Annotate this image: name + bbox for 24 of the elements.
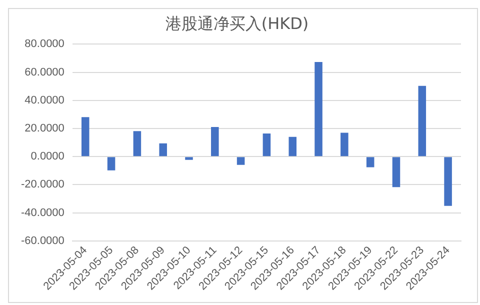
bar	[185, 157, 193, 160]
bar	[444, 157, 452, 206]
bar	[288, 136, 297, 156]
bar	[81, 117, 90, 156]
y-tick-label: 0.0000	[30, 150, 64, 163]
y-tick-label: -60.0000	[20, 234, 64, 247]
y-tick-label: 20.0000	[24, 122, 64, 135]
bar	[340, 132, 348, 156]
bar	[159, 143, 167, 156]
bar	[392, 157, 400, 188]
chart-title: 港股通净买入(HKD)	[165, 14, 309, 33]
y-tick-label: -40.0000	[20, 206, 64, 219]
bar	[314, 62, 322, 156]
bar	[418, 86, 426, 156]
y-tick-label: -20.0000	[20, 178, 64, 191]
bar	[133, 131, 142, 156]
bar	[211, 126, 219, 156]
bar	[366, 157, 374, 168]
y-tick-label: 60.0000	[24, 66, 64, 78]
y-tick-label: 40.0000	[24, 94, 64, 106]
bar	[107, 157, 116, 170]
y-tick-label: 80.0000	[24, 38, 64, 50]
bar	[262, 134, 271, 156]
bar	[236, 157, 245, 165]
